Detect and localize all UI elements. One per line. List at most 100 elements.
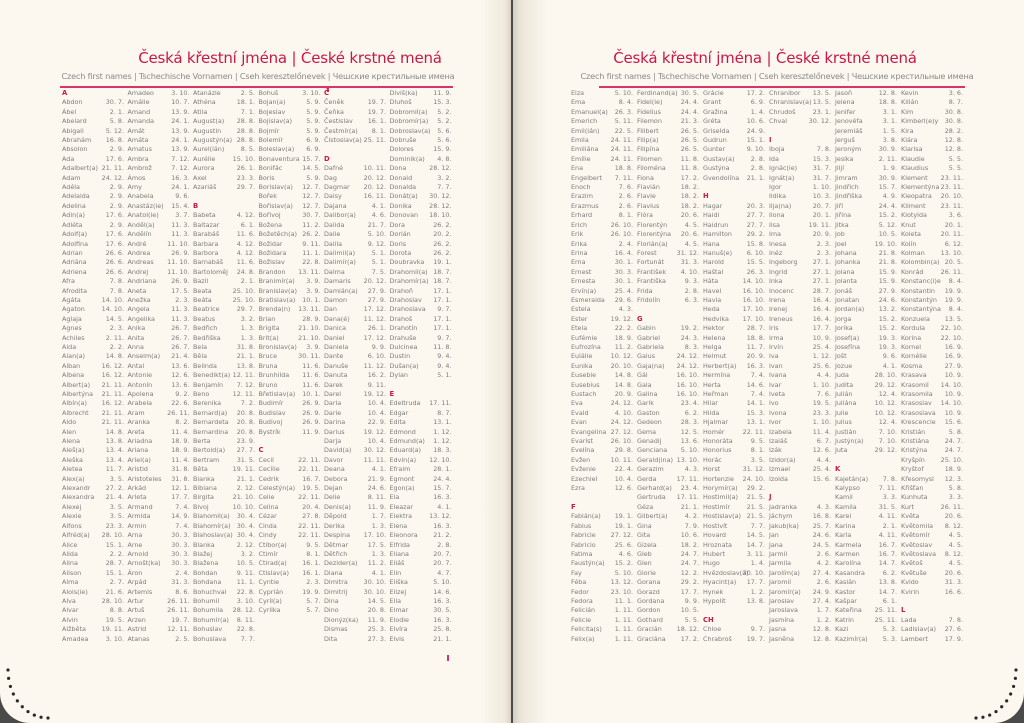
first-name: Donalda <box>389 183 417 192</box>
first-name: Jana <box>769 540 783 549</box>
name-entry: Gracián 18. 12. <box>637 625 701 634</box>
name-entry: Anatol(ie) 3. 7. <box>128 211 192 220</box>
name-entry: Atanázie 2. 5. <box>193 89 257 98</box>
name-day-date: 19. 12. <box>363 427 386 436</box>
name-day-date: 3. 6. <box>948 89 963 97</box>
name-entry: Inesa 2. 3. <box>769 240 833 249</box>
name-entry: Budimír 26. 9. <box>259 399 323 408</box>
name-entry: Antonín 13. 6. <box>128 381 192 390</box>
name-day-date: 2. 11. <box>105 333 124 342</box>
first-name: Gracián <box>637 625 662 634</box>
name-entry: Jošt 9. 6. <box>835 352 899 361</box>
name-entry: Alexandra 21. 4. <box>62 493 126 502</box>
first-name: Enoch <box>571 183 591 192</box>
first-name: Arpád <box>127 578 147 587</box>
name-entry: Adéla 2. 9. <box>62 183 126 192</box>
first-name: Chranibor <box>769 89 801 97</box>
name-entry: Donika 28. 12. <box>390 202 454 211</box>
name-entry: Filibert 26. 5. <box>637 127 701 136</box>
first-name: Jasněna <box>769 634 795 643</box>
name-day-date: 31. 8. <box>236 342 255 351</box>
name-entry: Ladislav(a) 27. 6. <box>901 625 965 634</box>
name-day-date: 30. 9. <box>878 173 897 182</box>
first-name: Dejan <box>324 484 343 493</box>
name-entry: Čeňka 19. 7. <box>324 108 388 117</box>
name-day-date: 7. 7. <box>437 183 452 192</box>
first-name: Damián(a) <box>324 286 358 295</box>
name-day-date: 2. 3. <box>816 248 831 257</box>
first-name: Celie <box>258 493 275 502</box>
first-name: Dana(é) <box>324 314 350 323</box>
first-name: David(a) <box>324 446 352 455</box>
first-name: Bratislav(a) <box>258 295 296 304</box>
name-entry: Darie 10. 4. <box>324 409 388 418</box>
first-name: Engelbert <box>571 173 602 182</box>
name-entry: Ariadna 18. 9. <box>128 437 192 446</box>
first-name: Květoslav <box>901 540 933 549</box>
first-name: Ireneus <box>769 314 793 323</box>
first-name: Kristiána <box>901 437 930 446</box>
name-day-date: 26. 5. <box>680 136 699 145</box>
name-entry: Božidara 11. 1. <box>259 249 323 258</box>
name-column: Amadeo 3. 10. Amálie 10. 7. Amand 13. 9. Amand… <box>128 89 192 644</box>
first-name: Alice <box>62 540 78 549</box>
name-entry: Damon 27. 9. <box>324 296 388 305</box>
name-day-date: 22. 6. <box>171 399 190 408</box>
first-name: Dalie <box>324 230 341 239</box>
name-day-date: 26. 11. <box>167 596 190 605</box>
first-name: Cyprián <box>258 587 284 596</box>
name-entry: Astrid 12. 11. <box>128 625 192 634</box>
name-entry: Kolman 13. 10. <box>901 249 965 258</box>
name-entry: Bonaventura 15. 7. <box>259 155 323 164</box>
first-name: Gerazim <box>637 465 664 474</box>
name-day-date: 26. 7. <box>171 342 190 351</box>
first-name: Athéna <box>193 98 216 107</box>
first-name: Alida <box>62 549 78 558</box>
name-day-date: 17. 11. <box>676 493 699 502</box>
name-entry: Krasoslava 10. 9. <box>901 409 965 418</box>
first-name: Ignát(a) <box>769 173 795 182</box>
first-name: Dalibor(a) <box>324 211 356 220</box>
name-entry: Justián 7. 10. <box>835 428 899 437</box>
first-name: Ctibor(a) <box>258 540 287 549</box>
name-day-date: 30. 10. <box>363 578 386 587</box>
name-day-date: 18. 9. <box>614 333 633 342</box>
name-entry: Drahomír(a) 18. 7. <box>390 277 454 286</box>
first-name: Bojeslav <box>258 107 286 116</box>
name-entry: Dobromil(a) 5. 2. <box>390 108 454 117</box>
first-name: Fedora <box>571 596 593 605</box>
first-name: Bela <box>193 342 208 351</box>
first-name: Denis(a) <box>324 502 351 511</box>
first-name: Eustach <box>571 390 597 398</box>
name-column: Ferdinand(a) 30. 5. Fidel(ie) 24. 4. Fideliu… <box>637 89 701 644</box>
section-letter: D <box>324 154 330 163</box>
name-entry: Albrecht 21. 11. <box>62 409 126 418</box>
first-name: Abdon <box>62 98 83 107</box>
name-day-date: 13. 9. <box>171 107 190 116</box>
name-entry: Karmen 16. 7. <box>835 550 899 559</box>
first-name: Beáta <box>193 295 212 304</box>
section-letter: L <box>901 606 906 615</box>
name-day-date: 16. 2. <box>367 371 386 380</box>
name-entry: Karel 4. 11. <box>835 512 899 521</box>
name-day-date: 8. 3. <box>684 342 699 351</box>
name-entry: Alexie 3. 5. <box>62 512 126 521</box>
name-entry: Irvín 25. 4. <box>769 343 833 352</box>
first-name: Johanka <box>835 258 861 267</box>
name-entry: Atanas 2. 5. <box>128 635 192 644</box>
name-day-date: 6. 1. <box>240 220 255 229</box>
name-entry: Eva 24. 12. <box>571 399 635 408</box>
name-entry: Andělín 11. 3. <box>128 230 192 239</box>
name-day-date: 17. 1. <box>433 286 452 295</box>
first-name: Ingeborg <box>769 258 798 267</box>
first-name: Jolana <box>835 267 855 276</box>
name-day-date: 12. 11. <box>232 371 255 380</box>
first-name: Babeta <box>193 211 216 220</box>
name-day-date: 4. 11. <box>878 531 897 540</box>
name-day-date: 3. 3. <box>882 493 897 502</box>
first-name: Celina <box>258 502 279 511</box>
first-name: Edeltruda <box>389 399 421 408</box>
first-name: Gerhard(a) <box>637 484 672 493</box>
name-entry: Ctibor(a) 9. 5. <box>259 541 323 550</box>
name-entry: Dismas 25. 3. <box>324 625 388 634</box>
